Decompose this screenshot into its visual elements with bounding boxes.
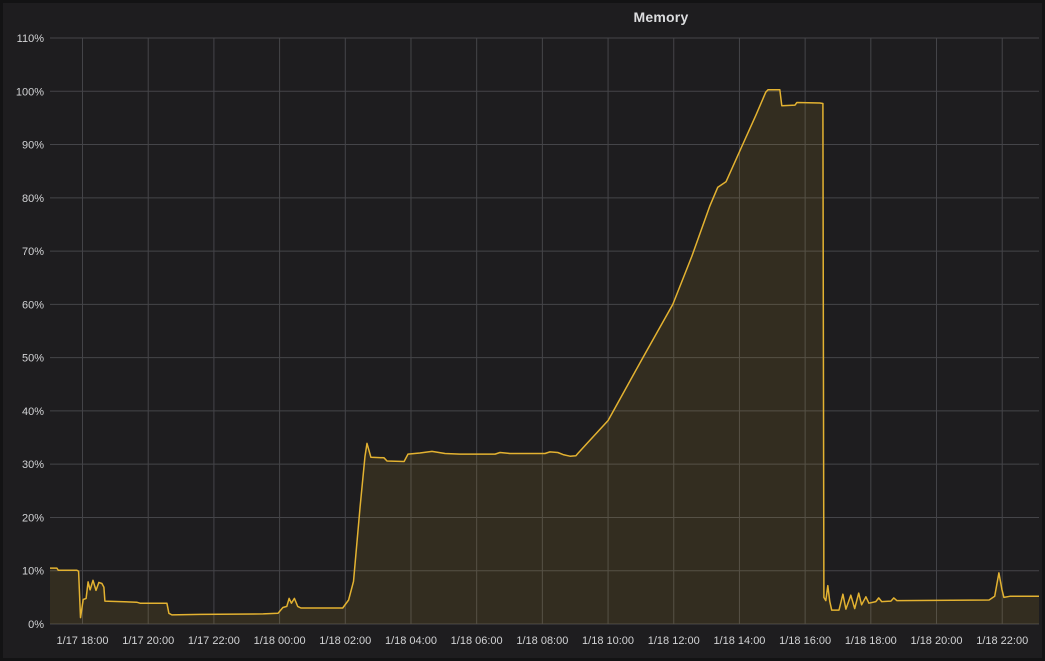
y-axis-label: 90% (22, 140, 44, 152)
y-axis-label: 50% (22, 353, 44, 365)
y-axis-label: 40% (22, 406, 44, 418)
x-axis-label: 1/18 20:00 (911, 635, 963, 647)
x-axis-label: 1/18 16:00 (779, 635, 831, 647)
y-axis-label: 20% (22, 512, 44, 524)
x-axis-label: 1/18 04:00 (385, 635, 437, 647)
x-axis-label: 1/18 10:00 (582, 635, 634, 647)
panel-title[interactable]: Memory (633, 9, 689, 25)
y-axis-label: 110% (17, 33, 45, 45)
x-axis-label: 1/17 22:00 (188, 635, 240, 647)
x-axis-label: 1/18 00:00 (254, 635, 306, 647)
x-axis-label: 1/18 06:00 (451, 635, 503, 647)
y-axis-label: 100% (16, 86, 44, 98)
x-axis-label: 1/18 14:00 (713, 635, 765, 647)
series-line-memory (50, 88, 1039, 619)
y-axis-label: 60% (22, 299, 44, 311)
y-axis-label: 70% (22, 246, 44, 258)
y-axis-label: 30% (22, 459, 44, 471)
x-axis-label: 1/18 08:00 (516, 635, 568, 647)
x-axis-label: 1/17 18:00 (57, 635, 109, 647)
y-axis-label: 10% (22, 566, 44, 578)
panel-background (3, 3, 1042, 658)
x-axis-label: 1/18 12:00 (648, 635, 700, 647)
y-axis-label: 80% (22, 193, 44, 205)
x-axis-label: 1/17 20:00 (122, 635, 174, 647)
y-axis-label: 0% (28, 619, 44, 631)
x-axis-label: 1/18 02:00 (319, 635, 371, 647)
series-area-memory (50, 89, 1039, 624)
x-axis-label: 1/18 22:00 (976, 635, 1028, 647)
x-axis-label: 1/18 18:00 (845, 635, 897, 647)
